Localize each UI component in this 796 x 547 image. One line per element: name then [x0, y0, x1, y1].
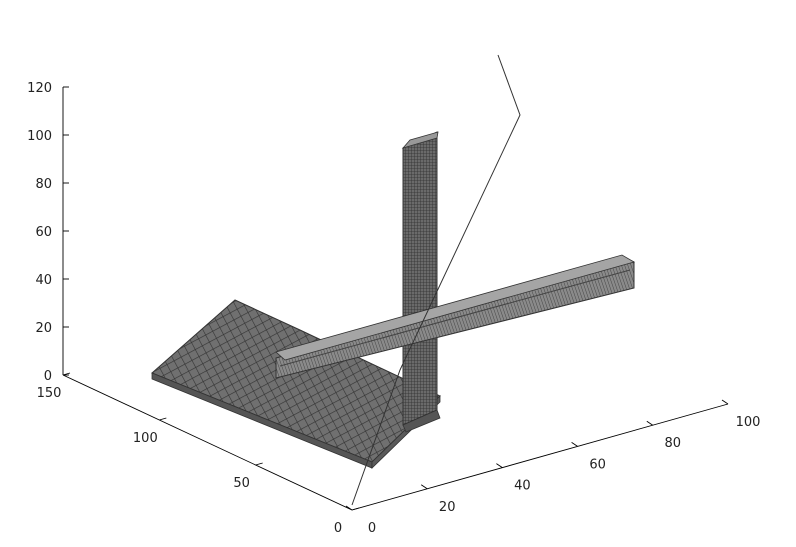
z-tick-label: 20: [35, 321, 52, 336]
y-tick-mark: [351, 507, 360, 511]
z-tick-label: 40: [35, 273, 52, 288]
y-axis-line: [62, 374, 353, 511]
x-tick-mark: [345, 505, 353, 511]
x-tick-mark: [571, 442, 578, 447]
y-tick-label: 0: [334, 521, 342, 536]
y-tick-label: 100: [133, 431, 158, 446]
vertical-column: [401, 131, 441, 433]
y-tick-mark: [159, 417, 167, 421]
x-tick-label: 100: [736, 415, 761, 430]
x-axis-ticks: 0 20 40 60 80 100: [345, 399, 761, 536]
z-tick-label: 100: [27, 129, 52, 144]
z-tick-label: 80: [35, 177, 52, 192]
x-tick-label: 60: [589, 457, 606, 472]
y-axis-ticks: 0 50 100 150: [37, 372, 360, 536]
x-tick-label: 40: [514, 479, 531, 494]
x-tick-mark: [646, 420, 654, 426]
x-tick-mark: [721, 399, 729, 405]
y-tick-mark: [255, 462, 263, 466]
x-tick-label: 20: [439, 500, 456, 515]
axes: 0 20 40 60 80 100 120 0 50 100 150 0 20 40 60 80 100: [27, 81, 760, 536]
x-tick-mark: [420, 484, 428, 490]
x-tick-mark: [496, 463, 503, 468]
z-tick-label: 60: [35, 225, 52, 240]
thin-wire: [351, 54, 521, 506]
z-tick-label: 0: [44, 369, 52, 384]
y-tick-mark: [62, 372, 71, 376]
z-tick-label: 120: [27, 81, 52, 96]
x-axis-line: [351, 403, 729, 511]
horizontal-beam: [275, 254, 636, 379]
y-tick-label: 50: [233, 476, 250, 491]
x-tick-label: 0: [368, 521, 376, 536]
x-tick-label: 80: [665, 436, 682, 451]
z-axis-ticks: 0 20 40 60 80 100 120: [27, 81, 69, 384]
y-tick-label: 150: [37, 386, 62, 401]
